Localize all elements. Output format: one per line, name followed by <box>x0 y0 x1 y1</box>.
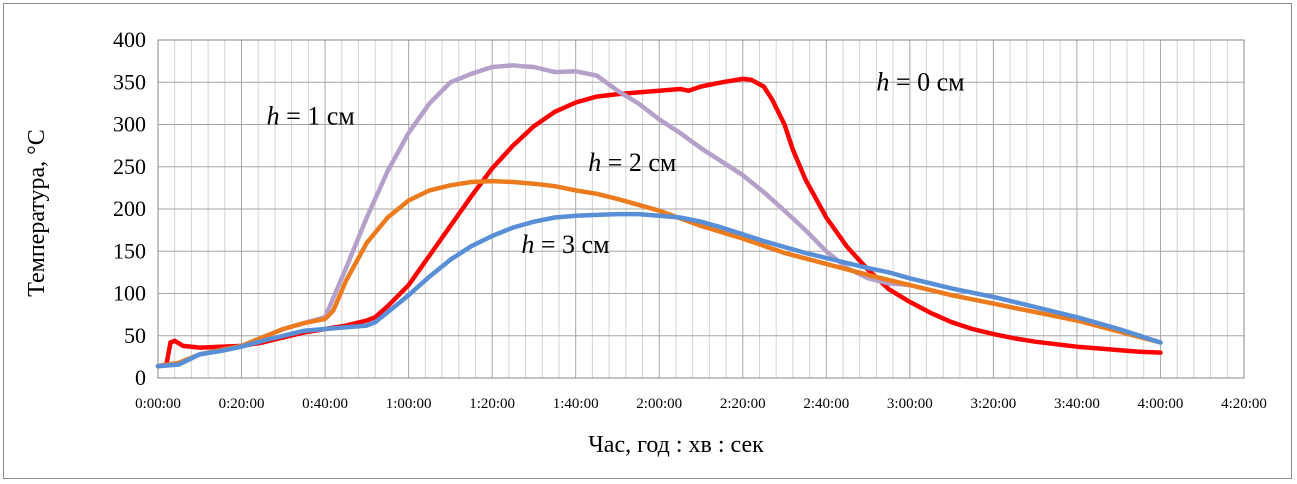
curve-labels: h = 0 см h = 1 см h = 2 см h = 3 см <box>267 68 965 259</box>
x-axis-title: Час, год : хв : сек <box>588 432 764 458</box>
curve-label-3: h = 3 см <box>521 230 609 259</box>
series-lines <box>155 63 1163 369</box>
x-tick-label: 1:20:00 <box>469 396 515 412</box>
x-axis-ticks: 0:00:00 0:20:00 0:40:00 1:00:00 1:20:00 1:40:… <box>135 396 1267 412</box>
x-tick-label: 4:00:00 <box>1138 396 1184 412</box>
x-tick-label: 3:20:00 <box>970 396 1016 412</box>
y-tick-label: 200 <box>113 196 146 221</box>
x-tick-label: 2:00:00 <box>636 396 682 412</box>
y-axis-title: Температура, °С <box>24 129 50 297</box>
y-tick-label: 0 <box>135 365 146 390</box>
x-tick-label: 0:40:00 <box>302 396 348 412</box>
series-line-3 <box>155 211 1163 369</box>
y-axis-ticks: 0 50 100 150 200 250 300 350 400 <box>113 27 146 390</box>
x-tick-label: 1:00:00 <box>386 396 432 412</box>
y-tick-label: 150 <box>113 238 146 263</box>
y-tick-label: 300 <box>113 112 146 137</box>
series-line-2 <box>155 178 1163 369</box>
curve-label-0: h = 0 см <box>876 68 964 97</box>
x-tick-label: 0:20:00 <box>219 396 265 412</box>
y-tick-label: 250 <box>113 154 146 179</box>
x-tick-label: 3:00:00 <box>887 396 933 412</box>
curve-label-1: h = 1 см <box>267 102 355 131</box>
curve-label-2: h = 2 см <box>588 148 676 177</box>
y-tick-label: 400 <box>113 27 146 52</box>
y-tick-label: 100 <box>113 281 146 306</box>
x-tick-label: 2:20:00 <box>720 396 766 412</box>
x-tick-label: 1:40:00 <box>553 396 599 412</box>
y-tick-label: 350 <box>113 69 146 94</box>
x-tick-label: 2:40:00 <box>803 396 849 412</box>
x-tick-label: 3:40:00 <box>1054 396 1100 412</box>
y-tick-label: 50 <box>124 323 146 348</box>
x-tick-label: 4:20:00 <box>1221 396 1267 412</box>
plot-area-border <box>157 39 1245 379</box>
x-tick-label: 0:00:00 <box>135 396 181 412</box>
